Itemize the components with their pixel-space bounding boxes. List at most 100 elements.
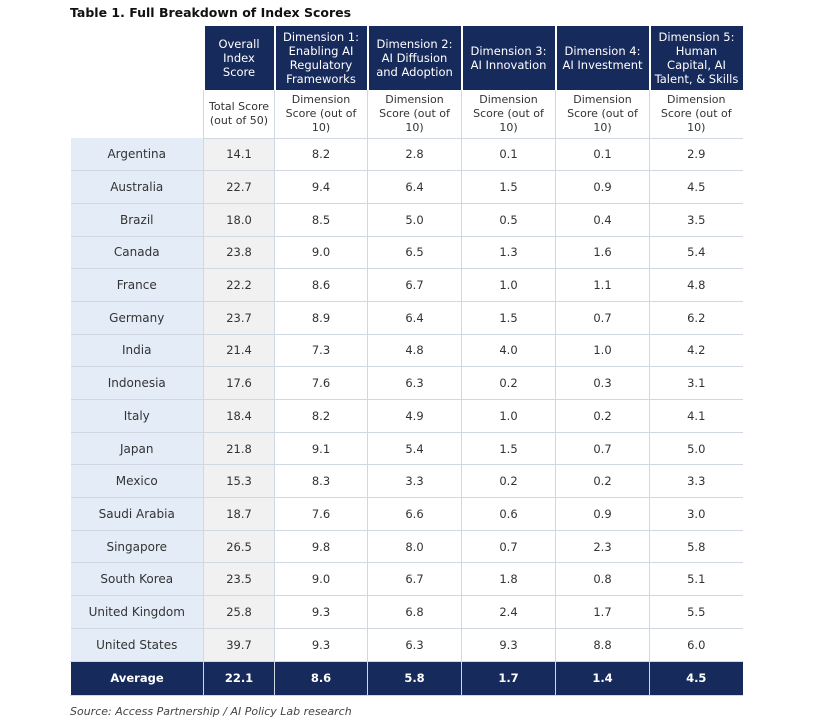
column-subheader: Dimension Score (out of 10) [461,90,556,139]
score-cell: 1.7 [555,595,650,629]
score-cell: 15.3 [203,464,275,499]
score-cell: 4.5 [649,170,743,204]
data-row: Australia 22.7 9.4 6.4 1.5 0.9 4.5 [70,170,743,204]
score-cell: 23.7 [203,301,275,335]
score-cell: 1.6 [555,236,650,270]
score-cell: 5.1 [649,562,743,597]
score-cell: 2.4 [461,595,556,629]
score-cell: 8.2 [274,138,368,172]
data-row: United States 39.7 9.3 6.3 9.3 8.8 6.0 [70,628,743,662]
score-cell: 3.1 [649,366,743,400]
column-header: Dimension 2: AI Diffusion and Adoption [366,26,462,90]
score-cell: 26.5 [203,530,275,564]
score-cell: 8.5 [274,203,368,237]
score-cell: 0.1 [555,138,650,172]
score-cell: 1.5 [461,301,556,335]
score-cell: 23.8 [203,236,275,270]
score-cell: 0.2 [461,366,556,400]
column-subheader: Dimension Score (out of 10) [274,90,368,139]
average-cell: 22.1 [203,661,275,696]
score-cell: 0.7 [555,432,650,466]
score-cell: 5.4 [649,236,743,270]
data-row: Indonesia 17.6 7.6 6.3 0.2 0.3 3.1 [70,366,743,400]
score-cell: 2.3 [555,530,650,564]
score-cell: 0.2 [555,399,650,433]
score-cell: 6.4 [367,170,462,204]
data-row: Canada 23.8 9.0 6.5 1.3 1.6 5.4 [70,236,743,270]
score-cell: 5.0 [367,203,462,237]
score-cell: 2.8 [367,138,462,172]
country-label: France [70,268,204,302]
score-cell: 3.5 [649,203,743,237]
source-note: Source: Access Partnership / AI Policy L… [70,705,352,718]
score-cell: 9.3 [274,628,368,662]
score-cell: 0.9 [555,497,650,531]
score-cell: 5.0 [649,432,743,466]
average-cell: 1.4 [555,661,650,696]
average-cell: 1.7 [461,661,556,696]
score-cell: 5.5 [649,595,743,629]
column-header: Dimension 5: Human Capital, AI Talent, &… [648,26,743,90]
score-cell: 39.7 [203,628,275,662]
country-label: Saudi Arabia [70,497,204,531]
score-cell: 0.8 [555,562,650,597]
header-row: Overall Index Score Dimension 1: Enabling… [70,26,743,90]
column-subheader: Dimension Score (out of 10) [555,90,650,139]
score-cell: 21.4 [203,334,275,368]
score-cell: 0.2 [461,464,556,499]
score-cell: 0.7 [461,530,556,564]
column-header: Dimension 1: Enabling AI Regulatory Fram… [273,26,368,90]
score-cell: 8.8 [555,628,650,662]
country-label: United Kingdom [70,595,204,629]
blank-cell [70,26,204,90]
score-cell: 0.5 [461,203,556,237]
score-cell: 0.4 [555,203,650,237]
score-cell: 7.6 [274,366,368,400]
column-header: Overall Index Score [202,26,275,90]
score-cell: 6.0 [649,628,743,662]
score-cell: 6.3 [367,366,462,400]
country-label: Japan [70,432,204,466]
score-cell: 6.7 [367,562,462,597]
score-cell: 9.0 [274,236,368,270]
score-cell: 22.2 [203,268,275,302]
score-cell: 3.0 [649,497,743,531]
score-cell: 22.7 [203,170,275,204]
country-label: Canada [70,236,204,270]
score-cell: 3.3 [367,464,462,499]
score-cell: 4.0 [461,334,556,368]
score-cell: 8.2 [274,399,368,433]
column-header: Dimension 4: AI Investment [554,26,650,90]
average-cell: 8.6 [274,661,368,696]
score-cell: 25.8 [203,595,275,629]
score-cell: 1.0 [461,268,556,302]
country-label: Argentina [70,138,204,172]
score-cell: 4.1 [649,399,743,433]
average-label: Average [70,661,204,696]
country-label: South Korea [70,562,204,597]
score-cell: 6.5 [367,236,462,270]
data-row: Singapore 26.5 9.8 8.0 0.7 2.3 5.8 [70,530,743,564]
score-cell: 5.8 [649,530,743,564]
score-cell: 0.7 [555,301,650,335]
score-cell: 4.9 [367,399,462,433]
country-label: Indonesia [70,366,204,400]
score-cell: 0.1 [461,138,556,172]
average-cell: 4.5 [649,661,743,696]
score-cell: 1.5 [461,170,556,204]
data-row: United Kingdom 25.8 9.3 6.8 2.4 1.7 5.5 [70,595,743,629]
scores-table: Overall Index Score Dimension 1: Enabling… [70,26,743,696]
score-cell: 1.1 [555,268,650,302]
score-cell: 9.3 [461,628,556,662]
score-cell: 9.0 [274,562,368,597]
country-label: India [70,334,204,368]
column-subheader: Dimension Score (out of 10) [649,90,743,139]
country-label: Mexico [70,464,204,499]
data-row: Germany 23.7 8.9 6.4 1.5 0.7 6.2 [70,301,743,335]
score-cell: 6.8 [367,595,462,629]
score-cell: 8.9 [274,301,368,335]
score-cell: 6.4 [367,301,462,335]
average-cell: 5.8 [367,661,462,696]
score-cell: 9.3 [274,595,368,629]
column-subheader: Total Score (out of 50) [203,90,275,139]
